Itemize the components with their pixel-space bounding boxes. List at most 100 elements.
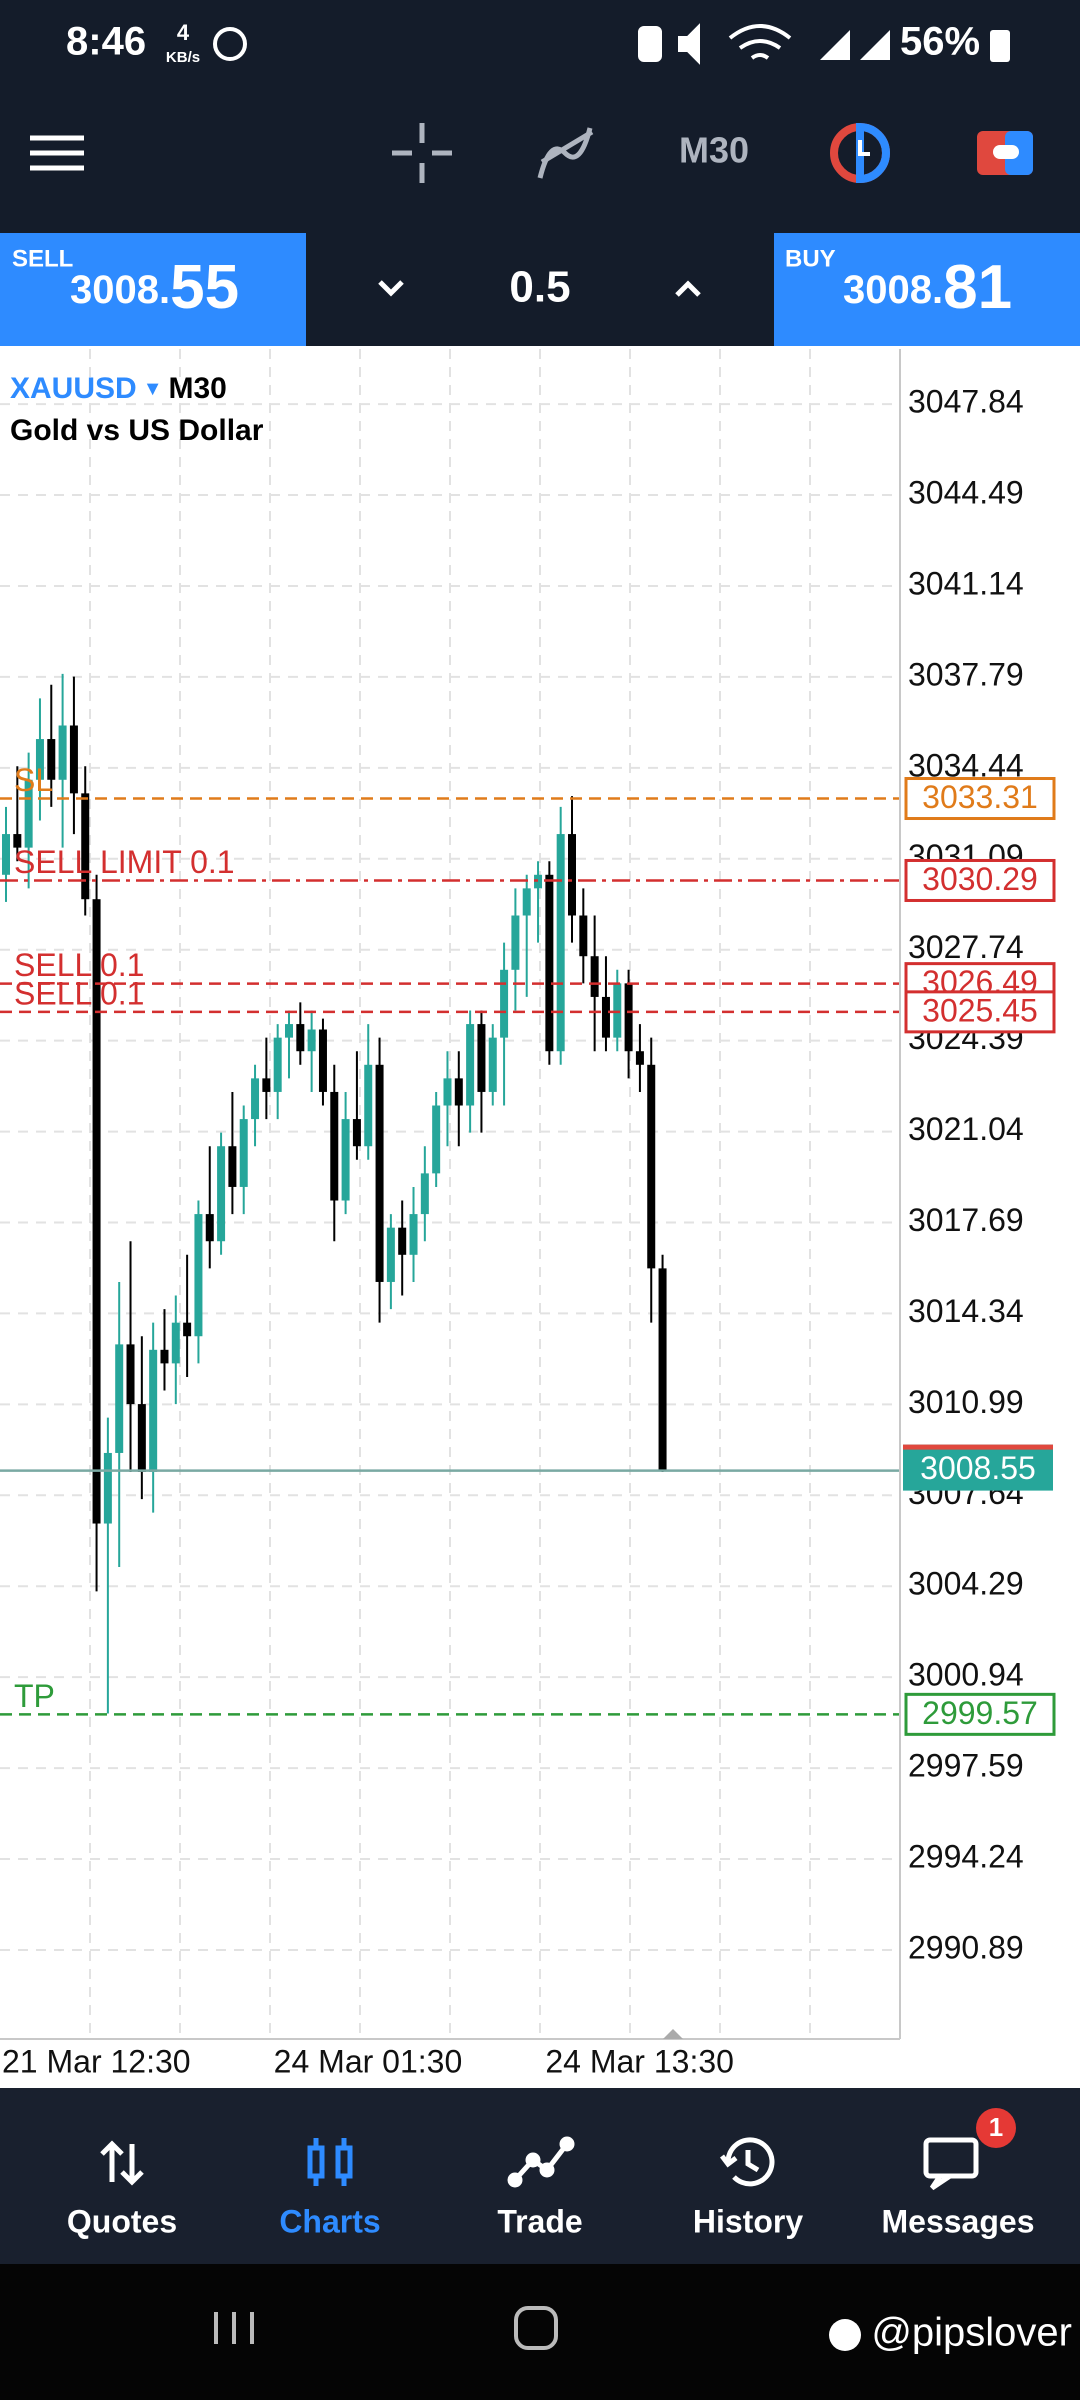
status-icons-part	[213, 27, 247, 61]
status-icons-part	[990, 30, 1010, 62]
candle-body	[239, 1119, 248, 1187]
status-icons-part	[728, 24, 792, 60]
messages-icon	[923, 2137, 979, 2191]
candle-body	[69, 725, 78, 794]
candle-body	[160, 1349, 169, 1364]
buy-price-main: 3008.	[843, 268, 943, 312]
candle-body	[103, 1452, 112, 1524]
y-tick-label: 3000.94	[908, 1657, 1024, 1693]
candle-body	[500, 969, 509, 1038]
net-unit: KB/s	[166, 49, 200, 66]
system-bar-bg	[0, 2264, 1080, 2400]
volume-up[interactable]	[675, 280, 701, 297]
candle-body	[658, 1268, 667, 1471]
trade-icon-part	[559, 2136, 575, 2152]
labels: 3047.843044.493041.143037.793034.443031.…	[2, 384, 1056, 2079]
clock-button-part	[858, 140, 870, 156]
y-tick-label: 3027.74	[908, 929, 1024, 965]
level-box	[904, 1692, 1056, 1736]
nav-item[interactable]: History	[693, 2203, 803, 2239]
candle-body	[466, 1024, 475, 1106]
candle-body	[251, 1078, 260, 1120]
history-icon-part	[720, 2154, 738, 2168]
candle-body	[590, 956, 599, 997]
clock: 8:46	[66, 20, 146, 64]
buy-label: BUY	[785, 245, 836, 272]
candle-body	[115, 1344, 124, 1453]
trade-button-part	[1005, 131, 1033, 175]
recent-apps-button[interactable]	[214, 2312, 254, 2344]
candle-body	[171, 1322, 180, 1364]
bottom-nav: 1 Quotes Charts Trade History Messages	[67, 2108, 1035, 2239]
volume-down[interactable]	[378, 280, 404, 297]
trade-icon-part	[513, 2142, 569, 2182]
candle-body	[194, 1214, 203, 1337]
x-tick-label: 24 Mar 13:30	[545, 2043, 734, 2079]
level-label: SL	[14, 762, 53, 798]
candle-body	[398, 1227, 407, 1255]
indicators-button[interactable]	[537, 127, 594, 179]
y-tick-label: 3044.49	[908, 474, 1024, 510]
crosshair-button[interactable]	[392, 123, 452, 183]
candle-body	[262, 1078, 271, 1092]
candle-body	[454, 1078, 463, 1106]
sell-button[interactable]: SELL 3008.55	[0, 233, 306, 346]
sell-price-main: 3008.	[70, 268, 170, 312]
candle-body	[647, 1064, 656, 1269]
clock-button[interactable]	[830, 122, 890, 184]
candle-body	[601, 996, 610, 1038]
symbol-dropdown[interactable]: ▼	[143, 378, 163, 400]
candle-body	[386, 1227, 395, 1282]
candle-body	[35, 739, 44, 780]
home-button[interactable]	[514, 2306, 558, 2350]
candle-body	[318, 1029, 327, 1092]
candle-body	[2, 834, 10, 875]
candle-body	[47, 739, 56, 780]
charts-icon-part	[313, 2138, 347, 2186]
candle-body	[126, 1344, 135, 1405]
candle-body	[409, 1214, 418, 1255]
level-box	[904, 990, 1056, 1034]
nav-item[interactable]: Messages	[882, 2203, 1035, 2239]
bid-value: 3008.55	[920, 1450, 1036, 1486]
candles	[2, 673, 667, 1714]
level-value: 3033.31	[922, 779, 1038, 815]
level-value: 2999.57	[922, 1695, 1038, 1731]
net-speed: 4	[177, 20, 190, 45]
y-tick-label: 3004.29	[908, 1566, 1024, 1602]
menu-button[interactable]	[30, 135, 84, 171]
trade-icon-part	[507, 2172, 523, 2188]
history-icon	[720, 2137, 775, 2187]
nav-item[interactable]: Trade	[497, 2203, 582, 2239]
timeframe-button[interactable]: M30	[679, 130, 749, 171]
trade-button[interactable]	[977, 131, 1033, 175]
bid-box-top	[903, 1444, 1053, 1450]
candle-body	[330, 1091, 339, 1201]
bid-box	[903, 1444, 1053, 1491]
grid	[0, 349, 900, 2039]
level-value: 3030.29	[922, 861, 1038, 897]
volume[interactable]: 0.5	[509, 263, 570, 312]
chart-timeframe: M30	[168, 372, 226, 405]
candle-body	[296, 1024, 305, 1052]
level-box	[904, 777, 1056, 821]
candle-body	[81, 793, 90, 900]
candle-body	[217, 1146, 226, 1242]
nav-item[interactable]: Charts	[279, 2203, 380, 2239]
quotes-icon-part	[120, 2144, 144, 2186]
level-label: SELL LIMIT 0.1	[14, 844, 235, 880]
candle-body	[149, 1349, 158, 1472]
back-button[interactable]	[829, 2319, 861, 2351]
levels	[0, 797, 900, 1716]
candle-body	[545, 874, 554, 1052]
trade-icon-part	[525, 2152, 541, 2168]
nav-item[interactable]: Quotes	[67, 2203, 177, 2239]
trade-icon	[507, 2136, 575, 2188]
top-bar-bg	[0, 0, 1080, 233]
status-icons-part	[820, 30, 890, 60]
sell-label: SELL	[12, 245, 73, 272]
buy-button[interactable]: BUY 3008.81	[774, 233, 1080, 346]
candle-body	[375, 1064, 384, 1282]
